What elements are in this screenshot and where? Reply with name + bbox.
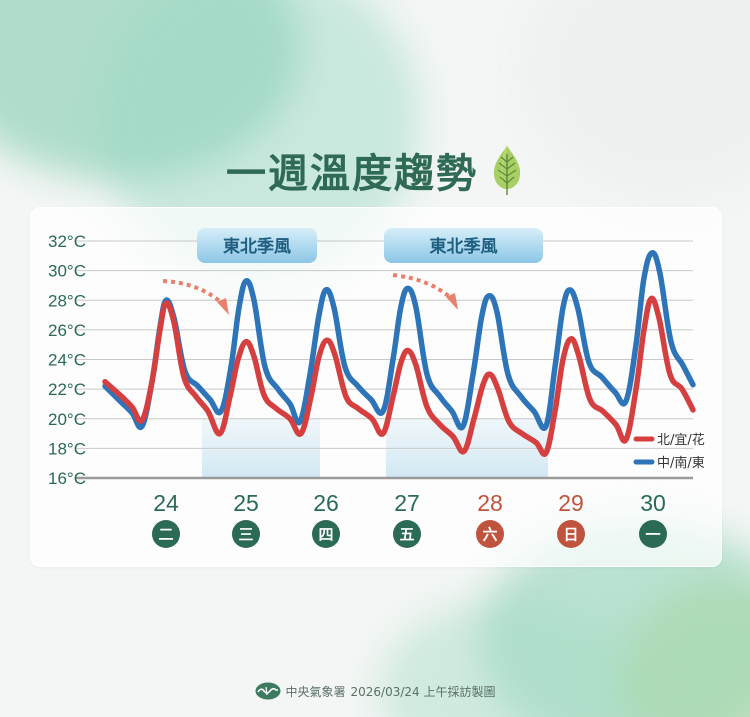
y-tick-label: 16°C (48, 469, 86, 488)
y-tick-label: 32°C (48, 232, 86, 251)
day-number: 25 (233, 490, 259, 516)
day-number: 26 (313, 490, 339, 516)
title-area: 一週溫度趨勢 (0, 140, 750, 200)
monsoon-label: 東北季風 (430, 236, 498, 257)
arrow-head-icon (217, 298, 229, 315)
y-tick-label: 18°C (48, 439, 86, 458)
x-axis-days: 24 二 25 三 26 四 27 五 28 六 29 日 30 一 (152, 490, 667, 548)
footer-org: 中央氣象署 (285, 684, 346, 699)
monsoon-label-box (384, 228, 543, 263)
day-number: 28 (477, 490, 503, 516)
weekday-badge (557, 520, 585, 548)
monsoon-label-box (197, 228, 317, 263)
weekday-label: 二 (158, 526, 173, 544)
monsoon-labels: 東北季風 東北季風 (197, 228, 543, 263)
day-number: 29 (558, 490, 584, 516)
y-tick-label: 26°C (48, 321, 86, 340)
dotted-arrow-icon (392, 273, 454, 301)
dotted-arrow-icon (162, 279, 225, 306)
weekday-badge (393, 520, 421, 548)
trend-arrows (162, 273, 458, 315)
weekday-label: 六 (482, 526, 497, 544)
legend: 北/宜/花中/南/東 (633, 432, 705, 471)
weekday-label: 五 (399, 526, 414, 544)
arrow-head-icon (446, 293, 458, 310)
day-number: 30 (640, 490, 666, 516)
series-lines (102, 250, 696, 457)
footer-text: 2026/03/24 上午採訪製圖 (350, 684, 496, 699)
page-title: 一週溫度趨勢 (226, 151, 478, 197)
series-line-north (102, 295, 696, 457)
monsoon-label: 東北季風 (223, 236, 291, 257)
grid-lines (76, 240, 693, 480)
y-tick-label: 22°C (48, 380, 86, 399)
legend-label: 中/南/東 (657, 455, 705, 471)
series-line-central (102, 250, 696, 431)
legend-label: 北/宜/花 (657, 432, 705, 448)
y-axis-labels: 32°C 30°C 28°C 26°C 24°C 22°C 20°C 18°C 16°C (48, 232, 86, 488)
weekday-badge (639, 520, 667, 548)
weekday-badge (232, 520, 260, 548)
chart-card (30, 207, 722, 567)
cwa-logo-icon (255, 682, 280, 700)
y-tick-label: 30°C (48, 262, 86, 281)
weekday-badge (152, 520, 180, 548)
y-tick-label: 24°C (48, 351, 86, 370)
footer: 中央氣象署 2026/03/24 上午採訪製圖 (0, 680, 750, 702)
y-tick-label: 20°C (48, 410, 86, 429)
leaf-icon (493, 145, 521, 195)
weekday-label: 一 (645, 526, 660, 544)
weekday-label: 四 (318, 526, 333, 544)
weekday-label: 三 (238, 526, 253, 544)
day-number: 27 (394, 490, 420, 516)
weekday-label: 日 (563, 526, 578, 544)
weekday-badge (476, 520, 504, 548)
weekday-badge (312, 520, 340, 548)
day-number: 24 (153, 490, 179, 516)
y-tick-label: 28°C (48, 291, 86, 310)
